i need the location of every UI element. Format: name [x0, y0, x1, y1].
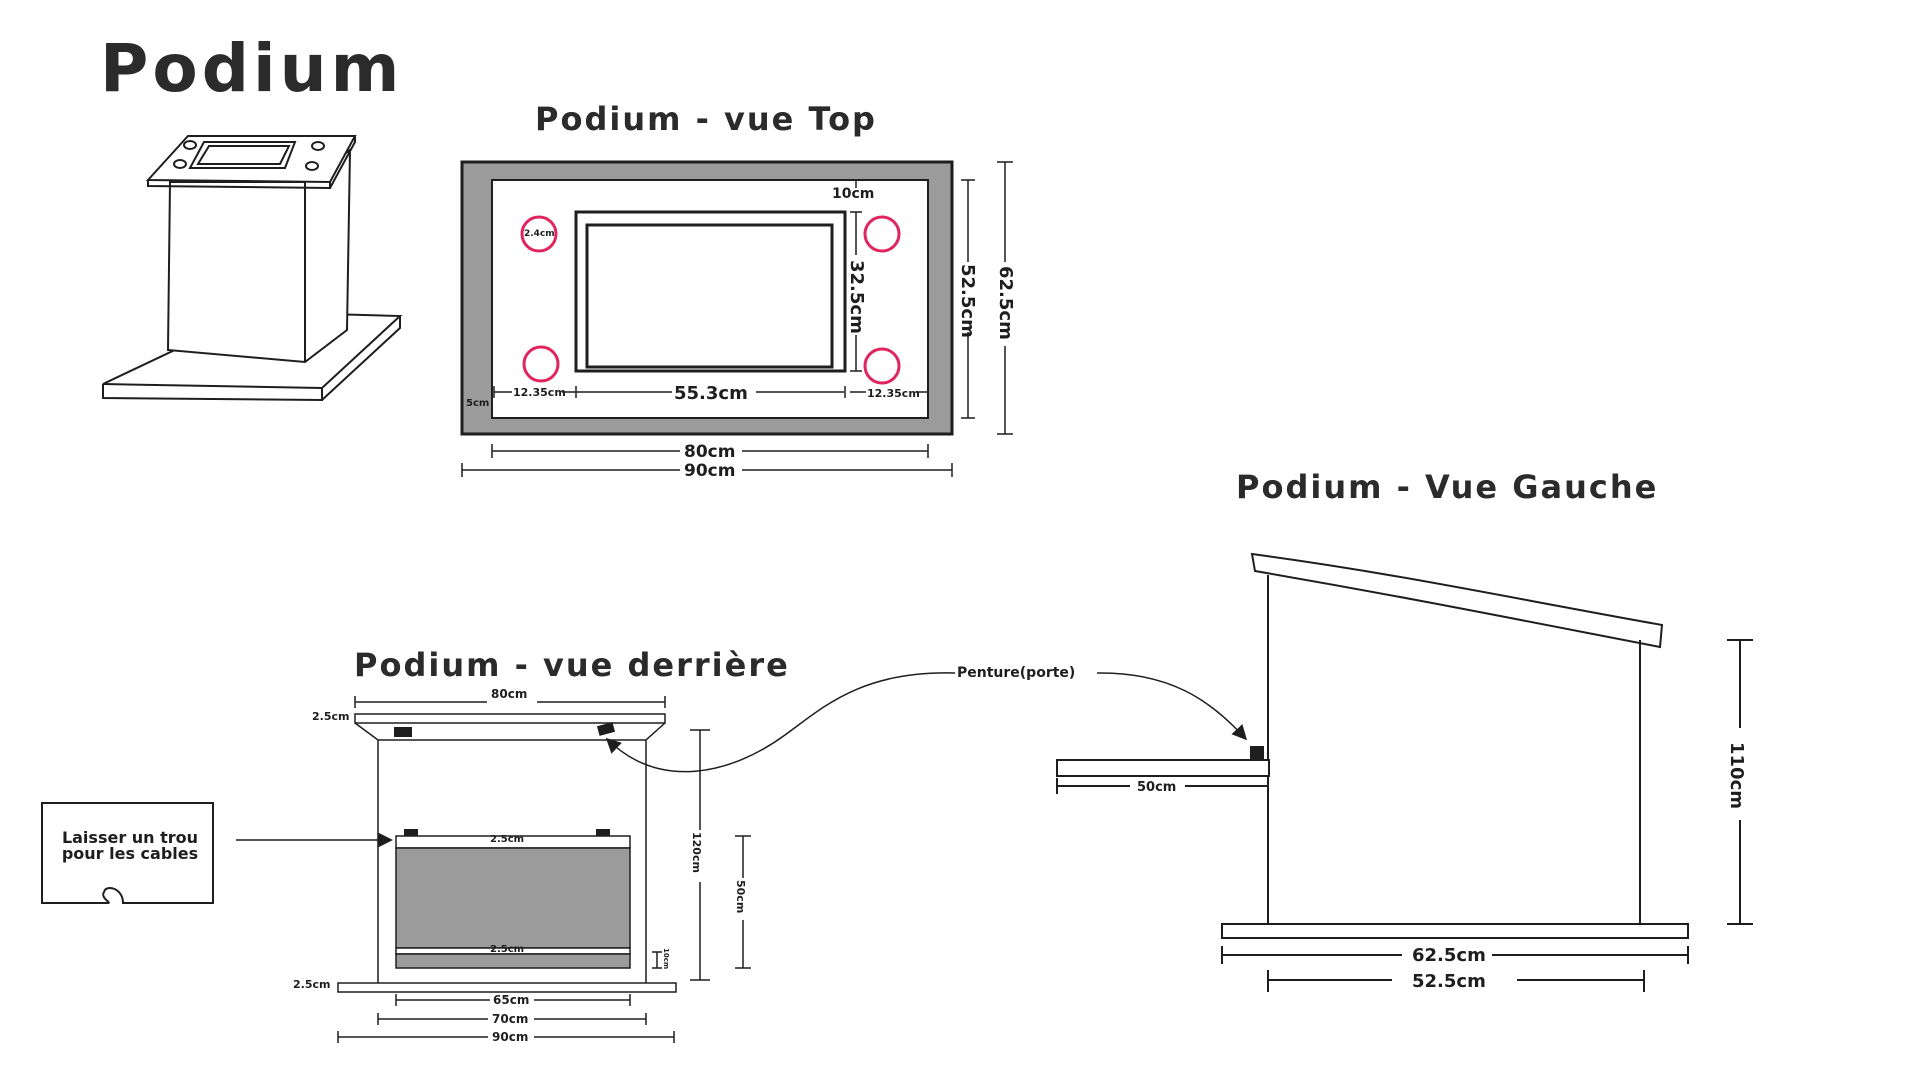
hole-bottom-right	[863, 347, 901, 385]
back-base-plate	[337, 982, 677, 993]
dim-left-height: 110cm	[1726, 742, 1747, 809]
dim-inner-top: 10cm	[832, 186, 874, 202]
dim-panel-height: 50cm	[734, 880, 747, 913]
hole-top-right	[863, 215, 901, 253]
left-top-slab	[1250, 552, 1664, 649]
dim-outer-height: 62.5cm	[995, 266, 1016, 340]
top-view: 10cm 2.4cm 32.5cm 52.5cm 62.5cm 12.35cm …	[460, 160, 1016, 481]
dim-door: 50cm	[1137, 780, 1176, 795]
note-line-1: Laisser un trou	[62, 828, 198, 847]
screen-opening	[585, 223, 834, 369]
hinge-label: Penture(porte)	[957, 665, 1075, 681]
hole-bottom-left	[522, 345, 560, 383]
left-base	[1221, 923, 1689, 939]
note-line-2: pour les cables	[62, 844, 198, 863]
dim-border: 5cm	[466, 398, 489, 409]
dim-shelf-bottom: 2.5cm	[490, 944, 524, 955]
hinge-callout	[605, 672, 1248, 773]
dim-back-top-thickness: 2.5cm	[312, 710, 349, 723]
dim-back-bottom-thickness: 2.5cm	[293, 978, 330, 991]
podium-sketch	[102, 135, 403, 402]
dim-inner-height: 52.5cm	[957, 264, 978, 338]
dim-screen-height: 32.5cm	[846, 260, 867, 334]
left-door	[1056, 759, 1270, 777]
back-view-title: Podium - vue derrière	[354, 646, 790, 684]
hole-top-left	[520, 215, 558, 253]
dim-outer-width: 90cm	[684, 461, 735, 481]
dim-back-base-width: 90cm	[492, 1030, 528, 1044]
dim-gap: 10cm	[662, 948, 670, 969]
dim-back-top-width: 80cm	[491, 687, 527, 701]
dim-hole: 2.4cm	[524, 229, 555, 239]
back-panel	[395, 847, 631, 949]
back-view: 80cm 2.5cm 2.5cm 2.5cm 2.5cm 120cm 50cm …	[41, 687, 751, 1044]
dim-screen-width: 55.3cm	[674, 383, 748, 404]
top-view-title: Podium - vue Top	[535, 100, 877, 138]
dim-back-height: 120cm	[690, 832, 703, 873]
left-view-title: Podium - Vue Gauche	[1236, 468, 1659, 506]
left-hinge	[1250, 746, 1264, 760]
left-view: 50cm 110cm 62.5cm 52.5cm	[1056, 552, 1753, 992]
dim-left-body-width: 52.5cm	[1412, 971, 1486, 992]
dim-margin-left: 12.35cm	[513, 386, 566, 399]
dim-shelf-top: 2.5cm	[490, 834, 524, 845]
hinge-left	[394, 727, 412, 737]
back-top-plate	[354, 713, 666, 724]
dim-left-base-width: 62.5cm	[1412, 945, 1486, 966]
dim-margin-right: 12.35cm	[867, 387, 920, 400]
dim-body-width: 70cm	[492, 1012, 528, 1026]
page-title: Podium	[100, 30, 404, 107]
hinge-right	[596, 722, 616, 736]
note-box	[41, 802, 214, 904]
dim-panel-width: 65cm	[493, 993, 529, 1007]
screen-frame	[574, 210, 847, 373]
dim-inner-width: 80cm	[684, 442, 735, 462]
